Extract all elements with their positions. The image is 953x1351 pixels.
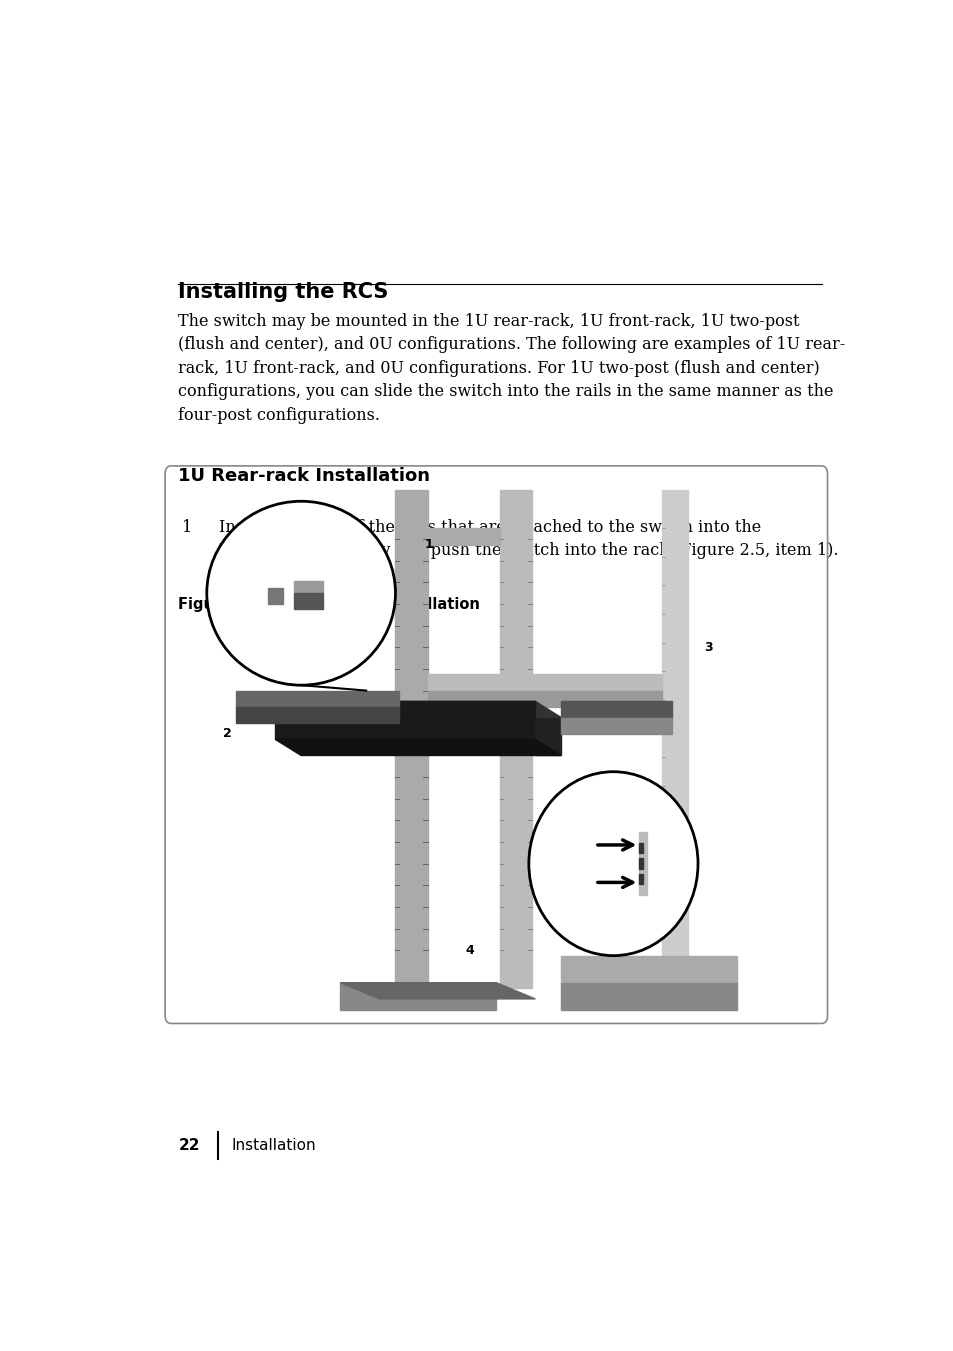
Polygon shape	[268, 588, 282, 604]
Text: Insert the ends of the rails that are attached to the switch into the
ReadyRails: Insert the ends of the rails that are at…	[219, 519, 838, 559]
Polygon shape	[535, 717, 560, 755]
Text: 4: 4	[465, 944, 475, 957]
Polygon shape	[340, 982, 496, 1009]
Text: 1: 1	[424, 538, 433, 551]
Polygon shape	[639, 843, 642, 854]
Polygon shape	[560, 701, 671, 717]
Text: 22: 22	[178, 1138, 200, 1152]
Polygon shape	[639, 832, 646, 894]
Text: Figure 2.5: 1U Rear-rack Installation: Figure 2.5: 1U Rear-rack Installation	[178, 597, 479, 612]
Text: 3: 3	[703, 640, 713, 654]
Polygon shape	[661, 490, 687, 961]
FancyBboxPatch shape	[165, 466, 826, 1024]
Polygon shape	[428, 528, 499, 544]
Polygon shape	[639, 858, 642, 869]
Polygon shape	[235, 690, 398, 707]
Polygon shape	[294, 581, 323, 593]
Text: Installation: Installation	[232, 1138, 316, 1152]
Polygon shape	[294, 593, 323, 609]
Polygon shape	[560, 955, 737, 982]
Text: 1U Rear-rack Installation: 1U Rear-rack Installation	[178, 467, 430, 485]
Polygon shape	[428, 690, 661, 707]
Polygon shape	[340, 982, 535, 998]
Polygon shape	[639, 874, 642, 885]
Polygon shape	[274, 739, 560, 755]
Text: 2: 2	[223, 727, 232, 740]
Polygon shape	[395, 490, 428, 988]
Text: Installing the RCS: Installing the RCS	[178, 282, 389, 301]
Ellipse shape	[528, 771, 698, 955]
Polygon shape	[499, 490, 532, 988]
Polygon shape	[428, 674, 661, 690]
Polygon shape	[560, 982, 737, 1009]
Polygon shape	[560, 717, 671, 734]
Ellipse shape	[207, 501, 395, 685]
Polygon shape	[274, 701, 560, 717]
Polygon shape	[274, 701, 535, 739]
Text: The switch may be mounted in the 1U rear-rack, 1U front-rack, 1U two-post
(flush: The switch may be mounted in the 1U rear…	[178, 313, 844, 424]
Polygon shape	[235, 707, 398, 723]
Text: 1: 1	[182, 519, 193, 536]
